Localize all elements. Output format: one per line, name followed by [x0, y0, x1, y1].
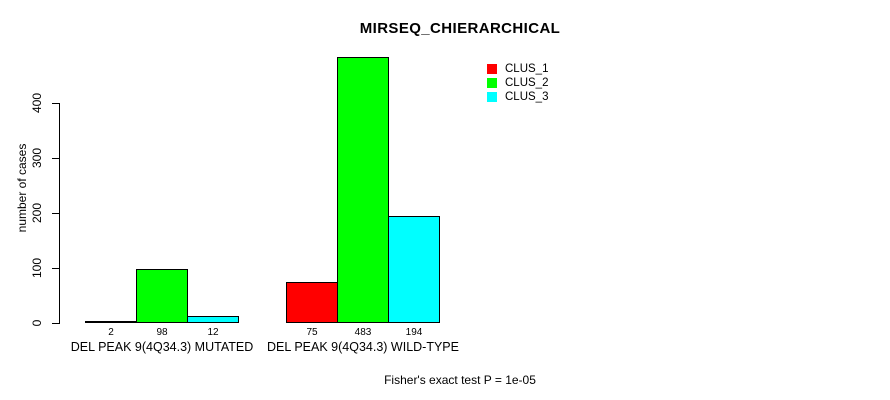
y-tick-label: 300: [30, 147, 44, 169]
bar-value-label: 12: [207, 327, 219, 338]
y-tick: [52, 158, 59, 159]
bar-clus_1-group1: [85, 321, 137, 323]
x-group-label: DEL PEAK 9(4Q34.3) WILD-TYPE: [267, 340, 459, 354]
y-tick-label: 400: [30, 92, 44, 114]
legend: CLUS_1 CLUS_2 CLUS_3: [487, 62, 548, 104]
bar-clus_2-group1: [136, 269, 188, 323]
legend-row: CLUS_2: [487, 76, 548, 90]
y-tick-label: 0: [30, 319, 44, 327]
bar-value-label: 2: [108, 327, 114, 338]
bar-value-label: 194: [405, 327, 423, 338]
bar-clus_3-group1: [187, 316, 239, 323]
y-axis-label: number of cases: [15, 143, 29, 233]
legend-row: CLUS_3: [487, 90, 548, 104]
y-tick-label: 200: [30, 202, 44, 224]
footnote: Fisher's exact test P = 1e-05: [384, 373, 536, 387]
legend-label: CLUS_1: [505, 63, 549, 75]
x-group-label: DEL PEAK 9(4Q34.3) MUTATED: [70, 340, 254, 354]
legend-swatch-clus_2: [487, 78, 497, 88]
y-tick: [52, 103, 59, 104]
y-tick: [52, 213, 59, 214]
legend-row: CLUS_1: [487, 62, 548, 76]
y-tick: [52, 268, 59, 269]
bar-value-label: 98: [156, 327, 168, 338]
bar-value-label: 75: [306, 327, 318, 338]
legend-label: CLUS_3: [505, 91, 549, 103]
bar-clus_1-group2: [286, 282, 338, 323]
legend-swatch-clus_1: [487, 64, 497, 74]
y-axis-line: [59, 103, 60, 324]
legend-swatch-clus_3: [487, 92, 497, 102]
bar-clus_3-group2: [388, 216, 440, 323]
bar-clus_2-group2: [337, 57, 389, 323]
legend-label: CLUS_2: [505, 77, 549, 89]
bar-value-label: 483: [354, 327, 372, 338]
chart-title: MIRSEQ_CHIERARCHICAL: [359, 20, 561, 37]
y-tick: [52, 323, 59, 324]
y-tick-label: 100: [30, 257, 44, 279]
